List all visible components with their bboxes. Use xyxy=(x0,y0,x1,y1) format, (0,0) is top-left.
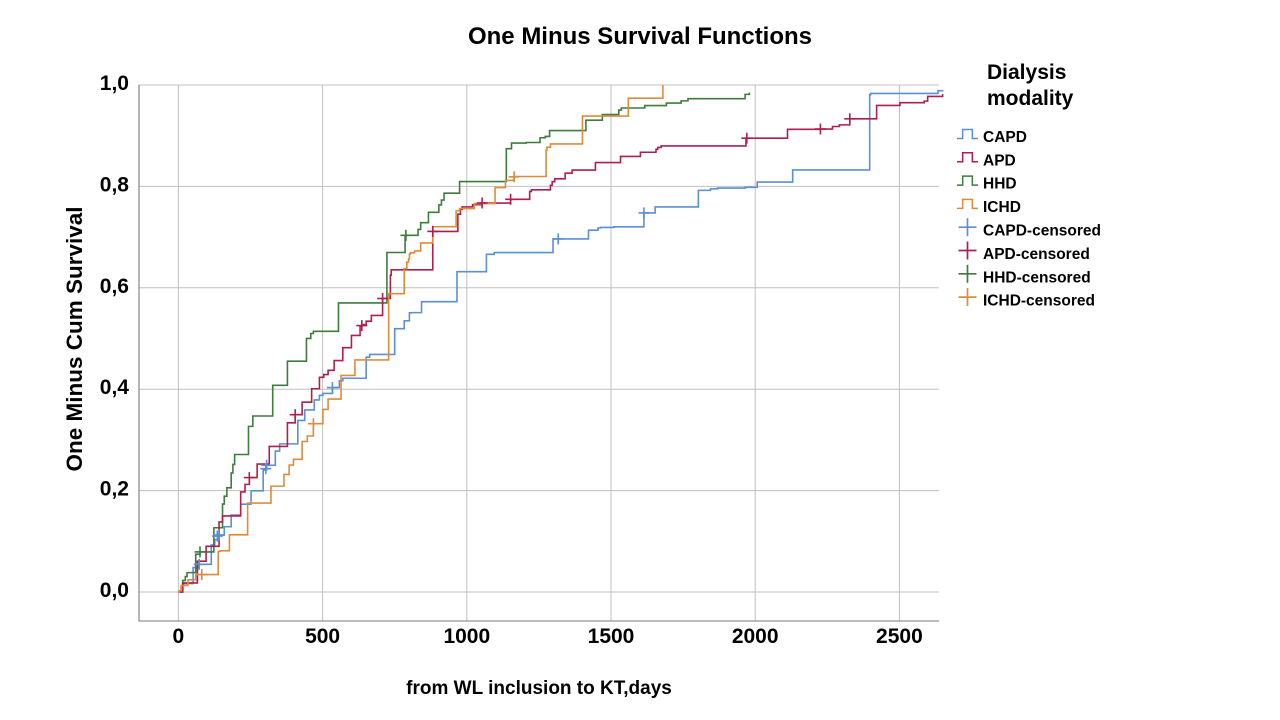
svg-text:1500: 1500 xyxy=(588,625,635,648)
svg-text:ICHD: ICHD xyxy=(983,199,1021,216)
svg-text:1,0: 1,0 xyxy=(100,72,129,95)
svg-text:One Minus Cum Survival: One Minus Cum Survival xyxy=(62,206,87,471)
svg-text:0,2: 0,2 xyxy=(100,478,129,501)
svg-text:CAPD: CAPD xyxy=(983,129,1027,146)
svg-text:ICHD-censored: ICHD-censored xyxy=(983,293,1095,310)
svg-text:HHD-censored: HHD-censored xyxy=(983,269,1091,286)
svg-text:HHD: HHD xyxy=(983,176,1017,193)
svg-text:CAPD-censored: CAPD-censored xyxy=(983,223,1101,240)
svg-text:0: 0 xyxy=(173,625,185,648)
svg-text:0,0: 0,0 xyxy=(100,579,129,602)
svg-text:0,8: 0,8 xyxy=(100,173,130,196)
svg-text:0,4: 0,4 xyxy=(100,376,130,399)
svg-text:APD-censored: APD-censored xyxy=(983,246,1090,263)
svg-text:1000: 1000 xyxy=(443,625,490,648)
svg-text:2500: 2500 xyxy=(876,625,923,648)
svg-text:2000: 2000 xyxy=(732,625,779,648)
svg-text:0,6: 0,6 xyxy=(100,275,129,298)
svg-text:500: 500 xyxy=(305,625,340,648)
svg-text:APD: APD xyxy=(983,152,1016,169)
